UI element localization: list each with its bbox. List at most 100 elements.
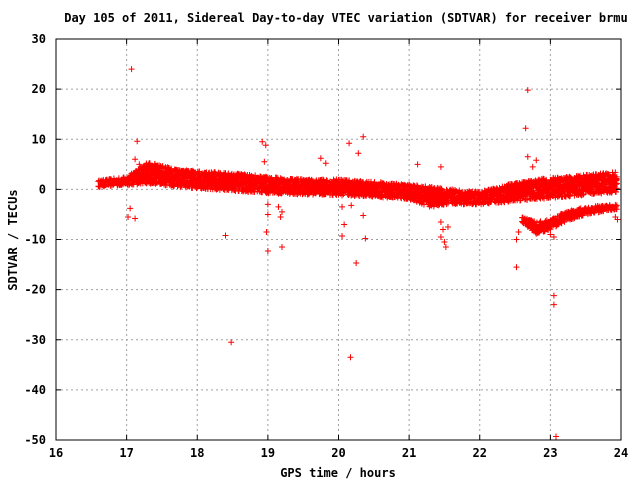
data-point [264,211,271,218]
data-point [524,153,531,160]
data-point [550,292,557,299]
data-point [263,174,270,181]
data-point [146,160,153,167]
data-point [346,140,353,147]
data-point [127,205,134,212]
data-point [437,233,444,240]
data-point [513,264,520,271]
data-point [323,177,330,184]
data-point [550,233,557,240]
data-point [348,202,355,209]
data-point [339,192,346,199]
data-point [341,221,348,228]
data-point [550,301,557,308]
data-point [444,223,451,230]
data-point [440,226,447,233]
data-point [262,142,269,149]
data-point [222,232,229,239]
axes: 16 17 18 19 20 21 22 23 24 30 20 10 0 -10 -20 -30 -40 -50 [24,32,628,460]
data-point [99,178,106,185]
data-point [277,213,284,220]
data-point [264,248,271,255]
y-tick-label: -20 [24,283,46,297]
data-point [441,239,448,246]
data-point [533,157,540,164]
grid [56,39,621,440]
data-point [347,354,354,361]
data-point [522,125,529,132]
data-point [275,203,282,210]
data-point [449,186,456,193]
data-point [263,228,270,235]
data-point [524,87,531,94]
y-tick-label: 20 [32,82,46,96]
data-point [613,181,620,188]
data-point [132,156,139,163]
x-tick-label: 16 [49,446,63,460]
data-point [259,138,266,145]
data-point [488,199,495,205]
data-point [261,158,268,165]
data-point [558,220,565,227]
data-point [610,206,617,213]
data-layer [95,66,621,440]
data-point [613,173,620,180]
data-point [589,172,596,179]
data-point [204,185,211,192]
x-tick-label: 22 [473,446,487,460]
x-tick-label: 17 [119,446,133,460]
data-point [322,160,329,167]
data-point [579,191,586,198]
data-point [442,244,449,251]
data-point [339,232,346,239]
data-point [134,138,141,145]
chart-title: Day 105 of 2011, Sidereal Day-to-day VTE… [64,11,628,25]
y-tick-label: -10 [24,233,46,247]
data-point [613,202,620,209]
y-tick-label: -50 [24,433,46,447]
y-tick-label: 10 [32,132,46,146]
data-point [443,201,450,208]
data-point [353,260,360,267]
data-point [317,155,324,162]
data-point [541,195,548,202]
data-point [547,231,554,238]
x-tick-label: 19 [261,446,275,460]
data-point [437,218,444,225]
x-tick-label: 18 [190,446,204,460]
data-point [355,150,362,157]
data-point [360,212,367,219]
data-point [168,165,175,172]
data-point [542,218,549,225]
data-point [579,212,586,219]
y-tick-label: 30 [32,32,46,46]
x-tick-label: 21 [402,446,416,460]
data-point [598,190,605,197]
data-point [437,163,444,170]
data-point [513,236,520,243]
data-point [524,197,531,203]
data-point [553,433,560,440]
data-point [136,161,143,168]
data-point [414,161,421,168]
y-axis-label: SDTVAR / TECUs [6,189,20,290]
y-tick-label: -40 [24,383,46,397]
data-point [613,189,620,196]
data-point [612,169,619,176]
data-point [279,244,285,251]
data-point [228,339,235,346]
data-point [279,189,285,196]
data-point [610,172,617,179]
data-point [613,185,620,192]
data-point [128,66,135,73]
plot-frame [55,38,622,441]
data-point [125,213,132,220]
x-tick-label: 24 [614,446,628,460]
data-point [515,228,522,235]
data-point [279,208,285,215]
data-point [591,190,598,197]
data-point [159,162,166,169]
data-point [529,163,536,170]
data-point [360,133,367,140]
